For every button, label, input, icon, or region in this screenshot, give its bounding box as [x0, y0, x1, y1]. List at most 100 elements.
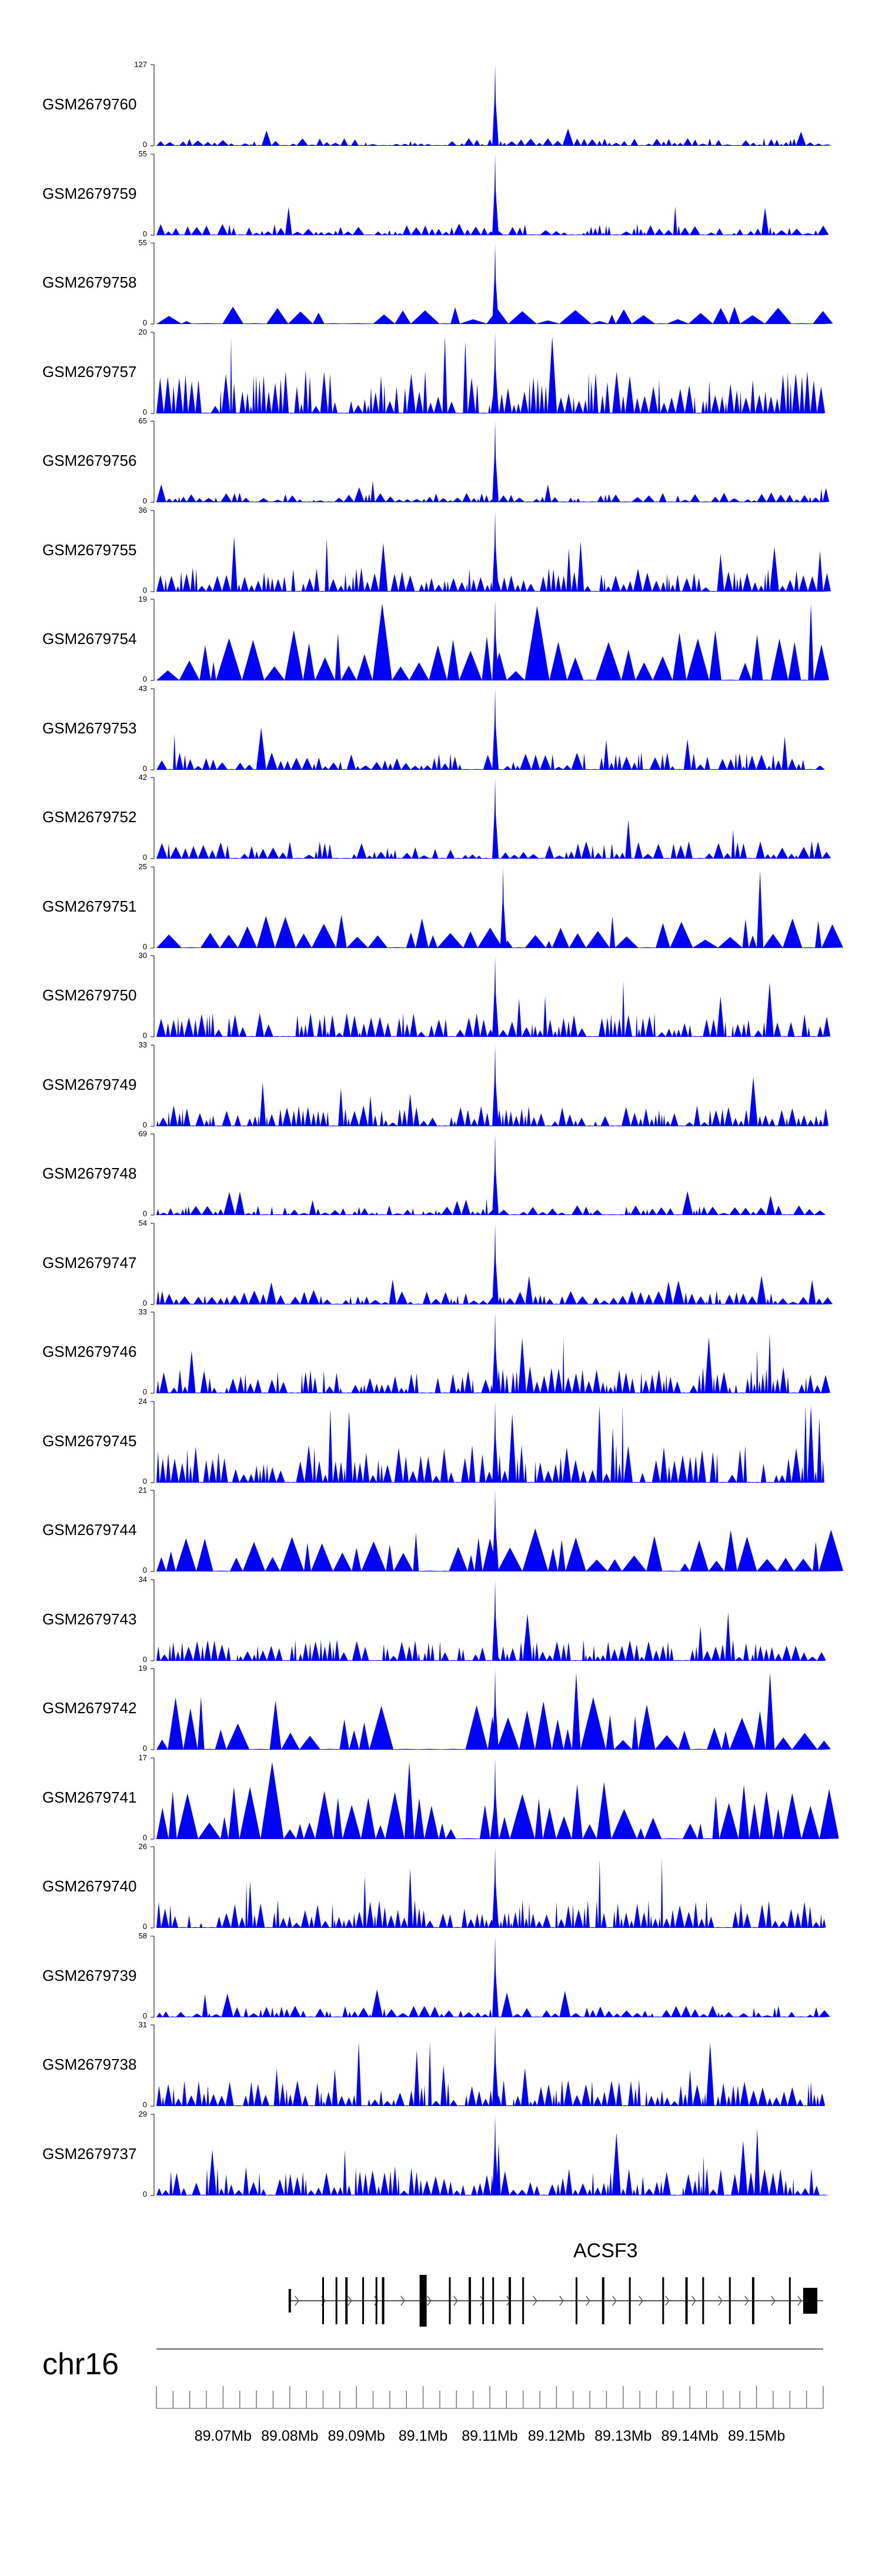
gene-exon — [345, 2277, 348, 2324]
gene-exon — [492, 2277, 495, 2324]
gene-exon — [375, 2277, 377, 2324]
track-zero-label: 0 — [142, 2189, 147, 2198]
track-plot — [151, 1223, 833, 1304]
track-label: GSM2679747 — [42, 1253, 137, 1272]
gene-exon — [789, 2277, 791, 2324]
track-zero-label: 0 — [142, 496, 147, 505]
coverage-area — [156, 1528, 844, 1571]
coverage-area — [156, 1405, 824, 1483]
coverage-peak — [492, 1045, 499, 1126]
track-max-label: 21 — [138, 1486, 147, 1494]
track-label: GSM2679756 — [42, 452, 137, 469]
track-zero-label: 0 — [142, 1209, 147, 1218]
track-plot — [151, 2024, 826, 2107]
track-label: GSM2679739 — [42, 1966, 137, 1984]
track-zero-label: 0 — [142, 1566, 147, 1574]
track-max-label: 36 — [138, 505, 147, 515]
track-max-label: 19 — [138, 1664, 147, 1673]
track-label: GSM2679743 — [42, 1610, 137, 1628]
track-max-label: 65 — [138, 416, 147, 425]
gene-exon — [702, 2277, 704, 2324]
gene-exon — [662, 2277, 664, 2324]
track-max-label: 127 — [134, 60, 147, 69]
track-max-label: 54 — [138, 1218, 147, 1227]
gene-exon — [288, 2289, 291, 2313]
coverage-peak — [492, 1936, 499, 2017]
gene-exon — [482, 2277, 485, 2324]
track-zero-label: 0 — [142, 675, 147, 683]
track-max-label: 55 — [138, 149, 147, 158]
track-label: GSM2679754 — [42, 630, 137, 648]
track-zero-label: 0 — [142, 1654, 147, 1664]
track-max-label: 69 — [138, 1129, 147, 1138]
track-label: GSM2679742 — [42, 1699, 137, 1717]
coverage-area — [156, 536, 831, 592]
coverage-peak — [492, 1134, 499, 1215]
track-plot — [151, 777, 831, 859]
coverage-area — [156, 1191, 826, 1215]
coverage-peak — [492, 1669, 499, 1750]
coverage-area — [156, 1333, 830, 1393]
axis-tick-label: 89.07Mb — [194, 2428, 252, 2444]
track-max-label: 43 — [138, 683, 147, 693]
track-label: GSM2679751 — [42, 897, 137, 915]
axis-tick-label: 89.15Mb — [727, 2428, 786, 2444]
strand-arrow — [400, 2295, 405, 2306]
track-plot — [151, 1757, 839, 1839]
track-plot — [151, 1668, 831, 1750]
track-label: GSM2679760 — [42, 95, 137, 113]
strand-arrow — [586, 2295, 590, 2306]
gene-exon — [729, 2277, 731, 2324]
gene-exon — [468, 2277, 471, 2324]
track-label: GSM2679738 — [42, 2056, 137, 2073]
track-max-label: 34 — [138, 1574, 147, 1584]
track-label: GSM2679740 — [42, 1877, 137, 1895]
track-label: GSM2679749 — [42, 1075, 137, 1093]
strand-arrow — [533, 2295, 537, 2306]
gene-exon — [335, 2277, 338, 2324]
coverage-area — [156, 336, 826, 413]
track-zero-label: 0 — [142, 140, 147, 149]
track-zero-label: 0 — [142, 1120, 147, 1129]
coverage-peak — [492, 243, 499, 324]
track-zero-label: 0 — [142, 407, 147, 416]
axis-tick-label: 89.08Mb — [261, 2428, 319, 2444]
gene-exon — [685, 2277, 688, 2324]
coverage-peak — [492, 1579, 499, 1661]
coverage-peak — [492, 154, 499, 235]
strand-arrow — [612, 2295, 617, 2306]
coverage-area — [156, 727, 825, 770]
track-label: GSM2679746 — [42, 1343, 137, 1360]
track-plot — [151, 1846, 826, 1928]
track-plot — [151, 1579, 826, 1661]
strand-arrow — [665, 2295, 670, 2306]
coverage-peak — [492, 1223, 499, 1304]
coverage-peak — [492, 1312, 499, 1393]
axis-tick-label: 89.12Mb — [527, 2428, 586, 2444]
coverage-peak — [492, 956, 499, 1037]
coverage-area — [156, 481, 830, 502]
strand-arrow — [639, 2295, 643, 2306]
coverage-peak — [500, 866, 507, 948]
strand-arrow — [718, 2295, 723, 2306]
coverage-area — [156, 1989, 830, 2017]
gene-exon — [419, 2275, 427, 2327]
track-plot — [151, 866, 843, 948]
coverage-peak — [492, 599, 499, 680]
coverage-area — [156, 2042, 826, 2106]
track-max-label: 17 — [138, 1753, 147, 1762]
track-max-label: 24 — [138, 1396, 147, 1406]
gene-exon — [602, 2277, 604, 2324]
track-plot — [151, 1312, 830, 1394]
coverage-area — [156, 1275, 833, 1304]
coverage-area — [156, 1076, 829, 1126]
strand-arrow — [559, 2295, 564, 2306]
track-plot — [151, 1045, 829, 1126]
track-label: GSM2679745 — [42, 1432, 137, 1450]
track-plot — [151, 242, 833, 325]
track-zero-label: 0 — [142, 1387, 147, 1396]
track-max-label: 42 — [138, 773, 147, 782]
chromosome-label: chr16 — [42, 2347, 119, 2381]
